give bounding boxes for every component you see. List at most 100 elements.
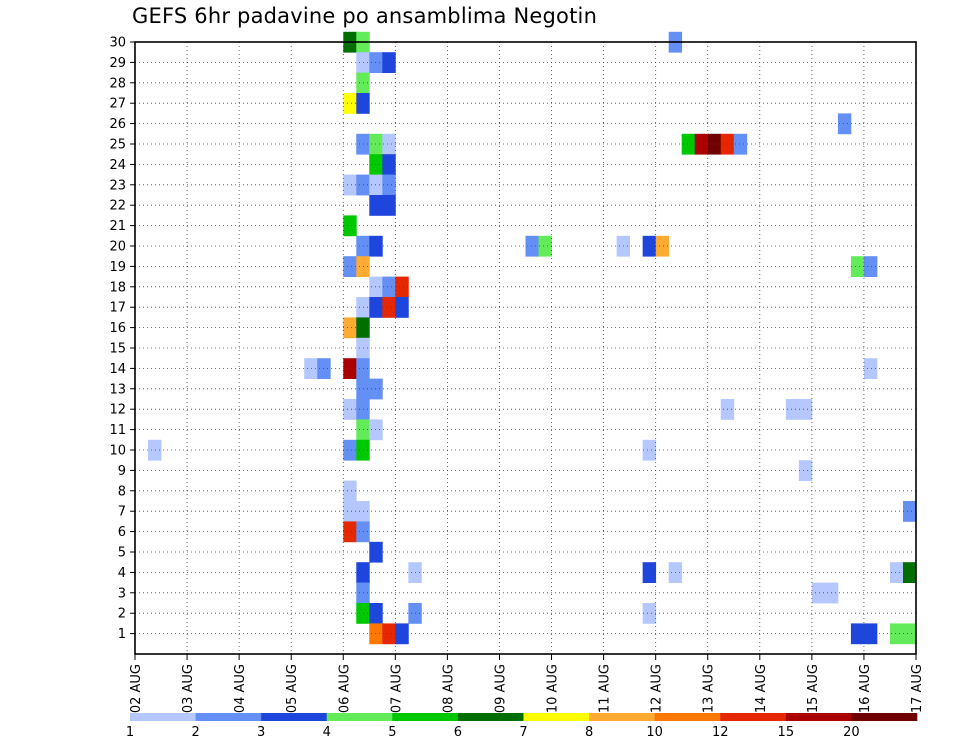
colorbar-label: 12: [712, 725, 729, 740]
heatmap-cell: [642, 235, 657, 257]
heatmap-cell: [798, 399, 813, 420]
x-tick-label: 06 AUG: [337, 664, 352, 713]
heatmap-cell: [343, 399, 357, 420]
colorbar-label: 20: [843, 725, 860, 740]
heatmap-cell: [356, 235, 370, 257]
y-tick-label: 15: [109, 342, 126, 357]
heatmap-cell: [382, 174, 396, 196]
heatmap-cell: [356, 521, 370, 543]
colorbar-label: 8: [585, 725, 593, 740]
chart-title: GEFS 6hr padavine po ansamblima Negotin: [132, 4, 598, 28]
y-axis: 1234567891011121314151617181920212223242…: [109, 36, 135, 642]
heatmap-cell: [863, 623, 878, 645]
heatmap-cell: [902, 623, 917, 645]
y-tick-label: 25: [109, 138, 126, 153]
colorbar-label: 10: [646, 725, 663, 740]
x-tick-label: 03 AUG: [181, 664, 196, 713]
colorbar-swatch: [523, 713, 590, 721]
y-tick-label: 7: [118, 505, 126, 520]
heatmap-cell: [395, 276, 409, 298]
heatmap-cell: [369, 154, 383, 175]
heatmap-cell: [642, 603, 657, 624]
x-tick-label: 05 AUG: [285, 664, 300, 713]
colorbar-swatch: [785, 713, 852, 721]
colorbar-swatch: [392, 713, 459, 721]
heatmap-cell: [395, 623, 409, 645]
x-tick-label: 02 AUG: [129, 664, 144, 713]
colorbar-label: 15: [778, 725, 795, 740]
heatmap-cell: [356, 93, 370, 114]
x-tick-label: 11 AUG: [598, 664, 613, 713]
x-tick-label: 13 AUG: [702, 664, 717, 713]
heatmap-cell: [356, 582, 370, 604]
x-tick-label: 10 AUG: [546, 664, 561, 713]
heatmap-cell: [642, 439, 657, 461]
heatmap-cell: [889, 623, 904, 645]
heatmap-cell: [369, 52, 383, 73]
heatmap-cell: [395, 297, 409, 318]
y-tick-label: 21: [109, 219, 126, 234]
heatmap-cell: [356, 378, 370, 400]
colorbar-label: 7: [519, 725, 527, 740]
heatmap-cell: [681, 133, 696, 155]
y-tick-label: 5: [118, 546, 126, 561]
x-tick-label: 08 AUG: [441, 664, 456, 713]
heatmap-cell: [369, 133, 383, 155]
colorbar-label: 3: [257, 725, 265, 740]
colorbar-swatch: [720, 713, 787, 721]
heatmap-cell: [343, 215, 357, 237]
x-axis: 02 AUG 03 AUG 04 AUG 05 AUG 06 AUG 07 AUG 08 A…: [129, 654, 925, 713]
x-tick-label: 16 AUG: [858, 664, 873, 713]
heatmap-cell: [902, 501, 917, 522]
x-tick-label: 09 AUG: [493, 664, 508, 713]
heatmap-cell: [356, 72, 370, 94]
y-tick-label: 1: [118, 627, 126, 642]
x-tick-label: 15 AUG: [806, 664, 821, 713]
y-tick-label: 17: [109, 301, 126, 316]
heatmap-cell: [369, 378, 383, 400]
colorbar-swatch: [326, 713, 393, 721]
heatmap-cell: [369, 603, 383, 624]
heatmap-cell: [369, 623, 383, 645]
heatmap-cell: [343, 521, 357, 543]
colorbar-swatch: [195, 713, 262, 721]
x-tick-label: 04 AUG: [233, 664, 248, 713]
heatmap-cell: [356, 174, 370, 196]
heatmap-cell: [525, 235, 539, 257]
heatmap-cell: [382, 297, 396, 318]
heatmap-cell: [356, 603, 370, 624]
x-tick-label: 12 AUG: [650, 664, 665, 713]
heatmap-cell: [369, 297, 383, 318]
x-tick-label: 17 AUG: [910, 664, 925, 713]
heatmap-cell: [148, 439, 162, 461]
heatmap-cell: [343, 317, 357, 339]
y-tick-label: 10: [109, 444, 126, 459]
y-tick-label: 30: [109, 36, 126, 51]
heatmap-cell: [369, 419, 383, 441]
heatmap-cell: [343, 256, 357, 277]
heatmap-cell: [356, 133, 370, 155]
heatmap-cell: [538, 235, 552, 257]
y-tick-label: 29: [109, 56, 126, 71]
colorbar-swatch: [261, 713, 328, 721]
heatmap-cell: [343, 358, 357, 379]
heatmap-cell: [850, 256, 865, 277]
heatmap-cell: [369, 235, 383, 257]
colorbar-swatch: [589, 713, 655, 721]
colorbar-label: 5: [388, 725, 396, 740]
y-tick-label: 27: [109, 97, 126, 112]
heatmap-cell: [356, 256, 370, 277]
heatmap-cell: [343, 501, 357, 522]
x-tick-label: 14 AUG: [754, 664, 769, 713]
heatmap-cell: [863, 358, 878, 379]
heatmap-cell: [850, 623, 865, 645]
heatmap-cell: [356, 501, 370, 522]
plot-frame: [134, 41, 917, 655]
heatmap-cell: [369, 174, 383, 196]
heatmap-cell: [369, 195, 383, 216]
y-tick-label: 13: [109, 382, 126, 397]
heatmap-cell: [785, 399, 800, 420]
y-tick-label: 28: [109, 76, 126, 91]
y-tick-label: 18: [109, 280, 126, 295]
heatmap-cell: [382, 623, 396, 645]
